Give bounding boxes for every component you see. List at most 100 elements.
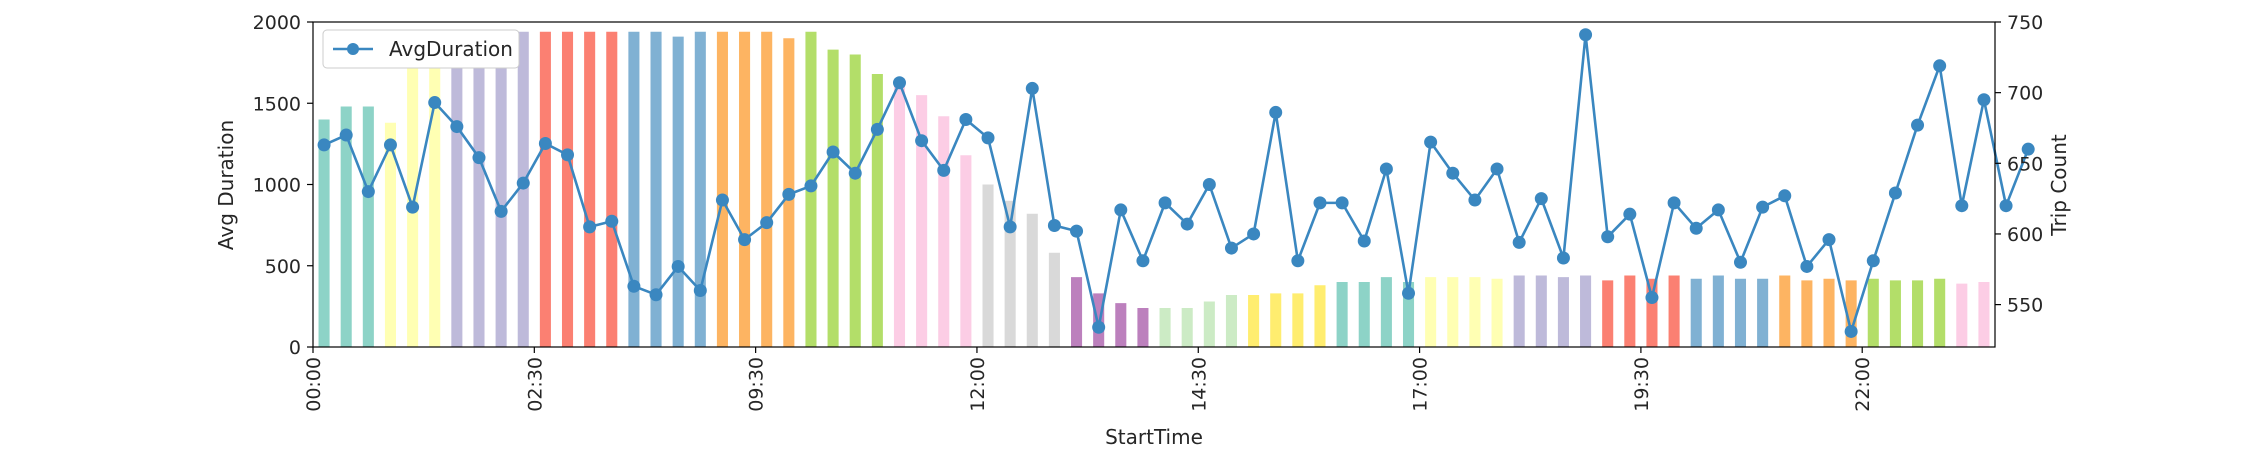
line-point-43 (1269, 105, 1283, 119)
left-tick-label-2000: 2000 (253, 12, 301, 34)
bar-15 (650, 31, 662, 347)
bar-14 (628, 31, 640, 347)
line-point-38 (1158, 196, 1172, 210)
bar-13 (606, 31, 618, 347)
line-point-33 (1047, 218, 1061, 232)
bar-33 (1048, 252, 1060, 347)
bar-28 (938, 116, 950, 347)
line-point-48 (1379, 162, 1393, 176)
bar-7 (473, 51, 485, 347)
x-tick-label-0: 00:00 (303, 357, 325, 412)
right-tick-label-750: 750 (2007, 12, 2043, 34)
bar-34 (1071, 277, 1083, 348)
bar-43 (1270, 293, 1282, 348)
legend-marker-swatch (347, 43, 359, 55)
line-point-60 (1645, 291, 1659, 305)
bar-20 (761, 31, 773, 347)
bar-62 (1690, 278, 1702, 347)
right-tick-label-700: 700 (2007, 83, 2043, 105)
line-point-76 (1999, 199, 2013, 213)
line-point-49 (1402, 286, 1416, 300)
line-point-62 (1689, 221, 1703, 235)
line-point-63 (1711, 203, 1725, 217)
bar-74 (1956, 283, 1968, 348)
x-axis: 00:00 02:30 09:30 12:00 14:30 17:00 19:30 22:00 (303, 347, 1874, 412)
legend: AvgDuration (322, 29, 520, 69)
line-point-31 (1003, 220, 1017, 234)
bar-64 (1734, 278, 1747, 347)
right-tick-label-600: 600 (2007, 224, 2043, 246)
line-point-65 (1756, 200, 1770, 214)
bar-44 (1292, 293, 1304, 348)
bar-52 (1469, 277, 1481, 348)
bar-5 (429, 57, 441, 347)
line-point-2 (361, 185, 375, 199)
line-point-12 (583, 220, 597, 234)
bar-26 (893, 85, 906, 348)
bar-61 (1668, 275, 1680, 347)
bar-2 (362, 106, 374, 347)
bar-63 (1712, 275, 1724, 347)
x-tick-label-50: 17:00 (1410, 357, 1432, 412)
line-point-68 (1822, 233, 1836, 247)
x-tick-label-20: 09:30 (746, 357, 768, 412)
bar-55 (1535, 275, 1547, 347)
line-point-34 (1070, 224, 1084, 238)
line-point-1 (339, 128, 353, 142)
line-point-56 (1556, 251, 1570, 265)
bar-65 (1757, 278, 1769, 347)
line-point-11 (561, 148, 575, 162)
bar-58 (1602, 280, 1614, 348)
line-point-67 (1800, 259, 1814, 273)
bar-49 (1402, 282, 1415, 347)
line-point-42 (1247, 227, 1261, 241)
line-series-group (317, 28, 2035, 338)
line-point-58 (1601, 230, 1615, 244)
line-point-70 (1866, 254, 1880, 268)
bar-47 (1358, 282, 1370, 347)
line-point-52 (1468, 193, 1482, 207)
line-point-57 (1579, 28, 1593, 42)
left-tick-label-1500: 1500 (253, 93, 301, 115)
line-point-24 (848, 166, 862, 180)
line-point-50 (1424, 135, 1438, 149)
line-point-23 (826, 145, 840, 159)
legend-frame (322, 29, 520, 69)
bar-54 (1513, 275, 1525, 347)
line-point-64 (1733, 255, 1747, 269)
bar-75 (1978, 282, 1990, 347)
bar-60 (1646, 278, 1658, 347)
line-point-27 (915, 134, 929, 148)
bar-25 (871, 74, 883, 347)
line-point-5 (428, 96, 442, 110)
bar-72 (1912, 280, 1924, 348)
bar-23 (827, 49, 839, 348)
line-point-17 (693, 283, 707, 297)
right-tick-label-650: 650 (2007, 153, 2043, 175)
line-point-69 (1844, 324, 1858, 338)
line-point-47 (1357, 234, 1371, 248)
bar-0 (318, 119, 330, 347)
bar-10 (539, 31, 551, 347)
line-point-7 (472, 151, 486, 165)
bar-18 (716, 31, 728, 347)
line-point-19 (738, 233, 752, 247)
line-point-28 (937, 163, 951, 177)
line-point-3 (383, 138, 397, 152)
bar-50 (1425, 277, 1437, 348)
x-tick-label-30: 12:00 (967, 357, 989, 412)
bar-31 (1004, 200, 1016, 347)
bar-8 (495, 31, 507, 347)
bar-17 (694, 31, 706, 347)
line-point-59 (1623, 207, 1637, 221)
bar-27 (916, 95, 928, 348)
line-point-77 (2021, 142, 2035, 156)
line-point-10 (538, 137, 552, 151)
bar-41 (1225, 295, 1237, 347)
bar-39 (1181, 308, 1193, 347)
line-point-35 (1092, 320, 1106, 334)
line-point-15 (649, 288, 663, 302)
line-point-61 (1667, 196, 1681, 210)
left-y-axis: 0 500 1000 1500 2000 (253, 12, 313, 359)
